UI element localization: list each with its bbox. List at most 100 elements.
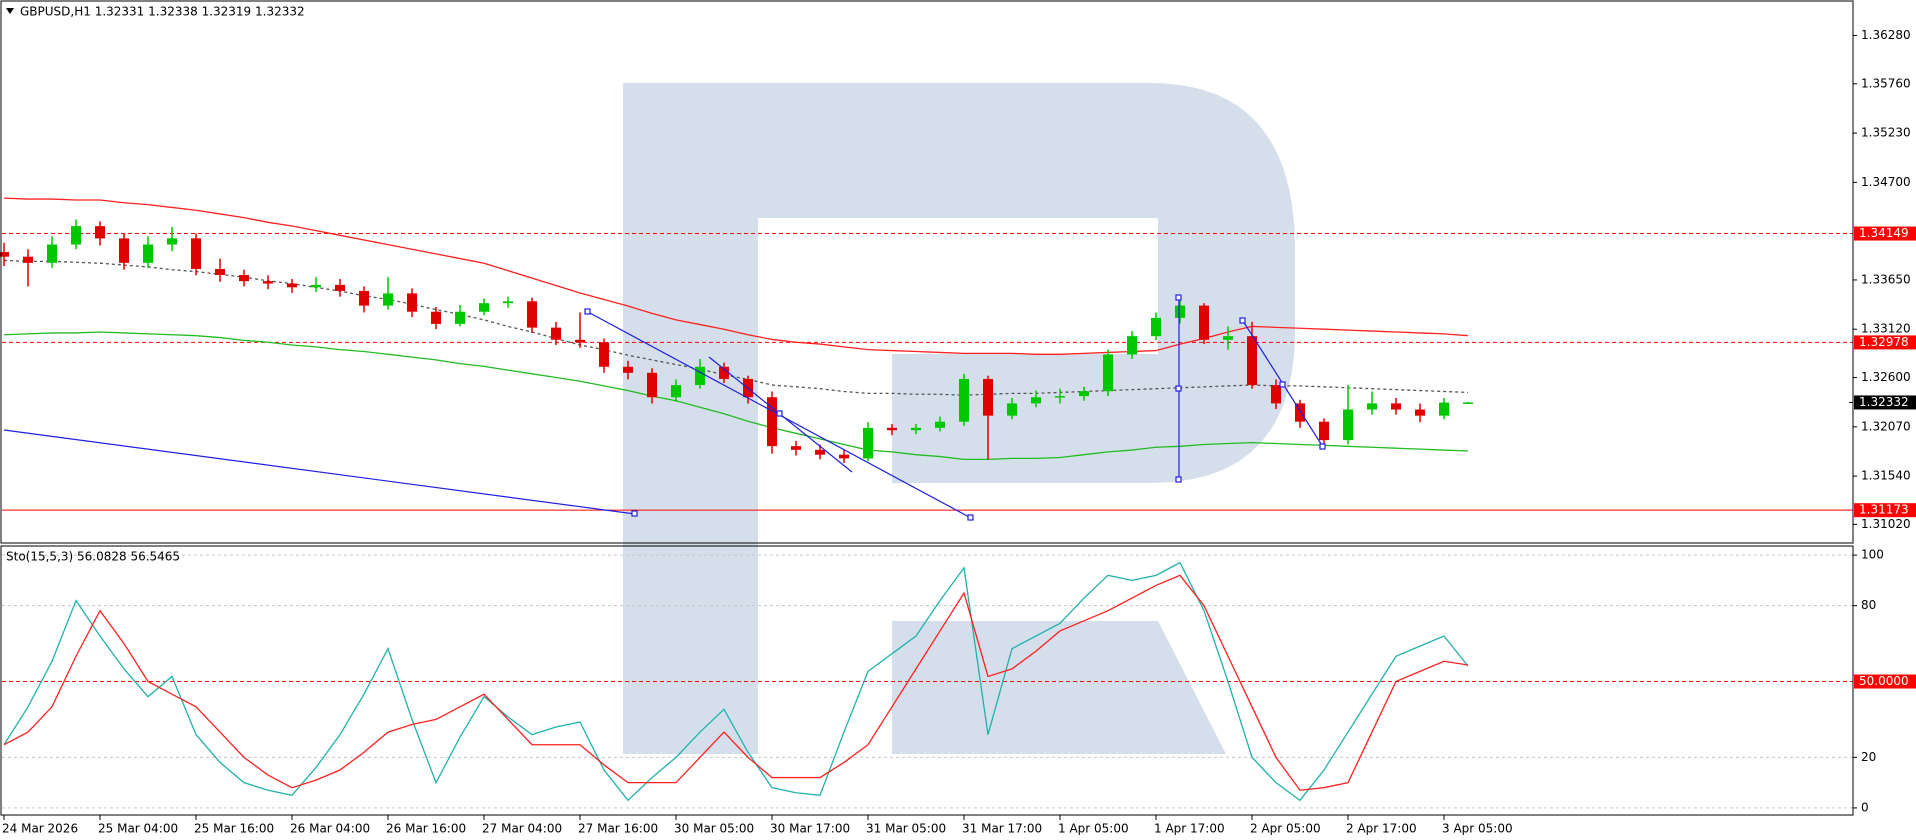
y-tick-label: 1.32600 — [1861, 370, 1911, 384]
x-tick-label: 3 Apr 05:00 — [1442, 822, 1513, 836]
candle-body — [1223, 336, 1233, 340]
y-tick-label: 20 — [1861, 750, 1876, 764]
x-tick-label: 26 Mar 16:00 — [386, 822, 466, 836]
candle-body — [1319, 421, 1329, 441]
x-tick-label: 1 Apr 05:00 — [1058, 822, 1129, 836]
candle-body — [1031, 397, 1041, 404]
candle-body — [1199, 305, 1209, 340]
stoch-panel-border — [0, 545, 1854, 816]
x-tick-label: 30 Mar 05:00 — [674, 822, 754, 836]
x-tick-label: 2 Apr 05:00 — [1250, 822, 1321, 836]
y-tick-label: 1.31020 — [1861, 517, 1911, 531]
candle-body — [1079, 391, 1089, 397]
candle-body — [527, 301, 537, 328]
candle-body — [551, 327, 561, 340]
x-tick-label: 26 Mar 04:00 — [290, 822, 370, 836]
level-label: 1.32978 — [1859, 335, 1909, 349]
candle-body — [1175, 305, 1185, 318]
drawing-objects — [3, 294, 1326, 521]
candle-body — [1439, 402, 1449, 416]
candle-body — [983, 378, 993, 416]
watermark-bowl — [758, 83, 1295, 483]
candle-body — [791, 446, 801, 450]
symbol-header: GBPUSD,H1 1.32331 1.32338 1.32319 1.3233… — [20, 5, 305, 19]
candle-body — [959, 378, 969, 422]
watermark-bar — [623, 83, 758, 754]
candle-body — [0, 252, 9, 257]
candle-body — [407, 293, 417, 312]
candle-body — [1271, 385, 1281, 404]
candle-body — [479, 303, 489, 312]
candle-body — [695, 366, 705, 386]
stochastic-line — [3, 574, 1469, 791]
candle-body — [143, 244, 153, 263]
candle-body — [191, 238, 201, 269]
level-label: 1.34149 — [1859, 226, 1909, 240]
candle-body — [119, 238, 129, 263]
candle-body — [1055, 396, 1065, 398]
candle-body — [1343, 409, 1353, 441]
candle-body — [431, 311, 441, 324]
candle-body — [311, 284, 321, 288]
candle-body — [23, 256, 33, 263]
level-label-box — [1854, 674, 1916, 689]
y-tick-label: 1.34700 — [1861, 175, 1911, 189]
watermark — [623, 83, 1295, 754]
moving-average — [3, 331, 1469, 460]
x-tick-label: 27 Mar 04:00 — [482, 822, 562, 836]
trend-line — [3, 429, 636, 515]
x-tick-label: 25 Mar 04:00 — [98, 822, 178, 836]
candle-body — [503, 301, 513, 304]
anchor — [1319, 443, 1326, 450]
moving-average — [3, 259, 1469, 396]
candle-body — [1463, 402, 1473, 404]
candle-body — [335, 284, 345, 291]
candle-body — [359, 290, 369, 306]
current-price-label: 1.32332 — [1859, 395, 1909, 409]
candle-body — [863, 427, 873, 459]
moving-average — [3, 197, 1469, 355]
candle-body — [263, 281, 273, 284]
x-tick-label: 25 Mar 16:00 — [194, 822, 274, 836]
anchor — [967, 514, 974, 521]
candle-body — [455, 311, 465, 324]
candle-body — [239, 275, 249, 282]
y-tick-label: 80 — [1861, 598, 1876, 612]
y-tick-label: 0 — [1861, 800, 1869, 814]
current-price-box — [1854, 395, 1916, 410]
candle-body — [1415, 409, 1425, 416]
candle-body — [719, 366, 729, 379]
y-tick-label: 1.35230 — [1861, 126, 1911, 140]
x-tick-label: 1 Apr 17:00 — [1154, 822, 1225, 836]
candle-body — [47, 244, 57, 263]
candle-body — [71, 226, 81, 245]
anchor — [1175, 294, 1182, 301]
candle-body — [1247, 336, 1257, 386]
candle-body — [815, 449, 825, 455]
x-tick-label: 24 Mar 2026 — [2, 822, 78, 836]
anchor — [584, 308, 591, 315]
candle-body — [95, 226, 105, 239]
y-tick-label: 1.33120 — [1861, 322, 1911, 336]
watermark-leg — [892, 621, 1226, 754]
y-tick-label: 1.35760 — [1861, 76, 1911, 90]
candle-body — [1127, 336, 1137, 355]
candle-body — [1367, 403, 1377, 410]
plot-layer: 1.36280 1.35760 1.35230 1.34700 1.33650 1.331… — [0, 28, 1916, 836]
stochastic-line — [3, 561, 1469, 802]
candle-body — [647, 372, 657, 398]
candle-body — [1007, 403, 1017, 416]
candle-body — [167, 238, 177, 245]
candle-body — [671, 385, 681, 398]
candle-body — [1391, 403, 1401, 410]
y-tick-label: 1.31540 — [1861, 469, 1911, 483]
candle-body — [935, 421, 945, 428]
candle-body — [911, 427, 921, 431]
level-label-box — [1854, 226, 1916, 241]
candle-body — [839, 454, 849, 459]
x-tick-label: 30 Mar 17:00 — [770, 822, 850, 836]
level-label: 1.31173 — [1859, 503, 1909, 517]
anchor — [1175, 385, 1182, 392]
